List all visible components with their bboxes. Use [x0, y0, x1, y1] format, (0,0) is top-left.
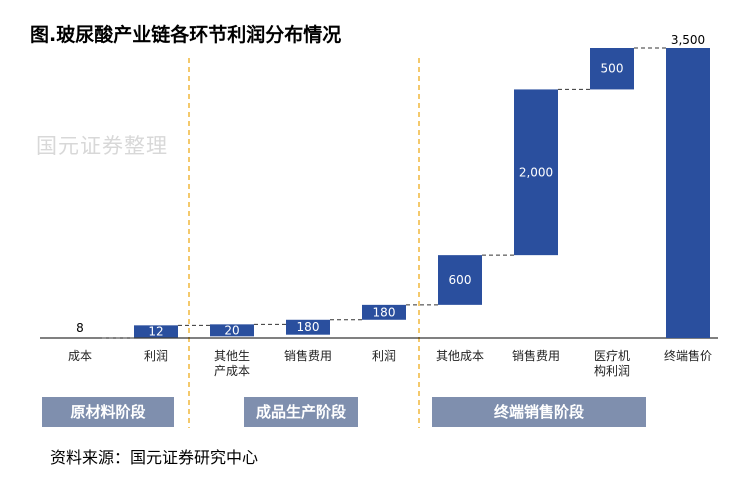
stage-label-retail: 终端销售阶段	[432, 397, 646, 427]
waterfall-bar	[286, 319, 330, 335]
category-label: 销售费用	[511, 349, 560, 363]
category-label: 利润	[143, 349, 168, 363]
source-note: 资料来源：国元证券研究中心	[50, 448, 259, 467]
waterfall-bar	[590, 48, 634, 90]
waterfall-bar	[134, 325, 178, 338]
data-label: 180	[373, 305, 396, 319]
category-label: 销售费用	[283, 349, 332, 363]
data-label: 20	[224, 323, 239, 337]
category-label: 终端售价	[663, 349, 712, 363]
category-label: 成本	[67, 349, 92, 363]
data-label: 12	[148, 324, 163, 338]
stage-label-production: 成品生产阶段	[244, 397, 358, 427]
waterfall-bar	[666, 48, 710, 338]
watermark-text: 国元证券整理	[36, 134, 168, 158]
category-label: 医疗机 构利润	[593, 349, 630, 378]
data-label: 3,500	[671, 33, 705, 47]
data-label: 600	[449, 273, 472, 287]
data-label: 2,000	[519, 165, 553, 179]
data-label: 8	[76, 321, 84, 335]
waterfall-bar	[438, 255, 482, 305]
chart-title: 图.玻尿酸产业链各环节利润分布情况	[30, 24, 342, 46]
data-label: 180	[297, 320, 320, 334]
waterfall-bar	[210, 324, 254, 337]
stage-label-raw-material: 原材料阶段	[42, 397, 174, 427]
data-label: 500	[601, 62, 624, 76]
waterfall-bar	[514, 89, 558, 256]
category-label: 其他生 产成本	[213, 349, 250, 378]
category-label: 利润	[371, 349, 396, 363]
waterfall-bar	[362, 304, 406, 320]
category-label: 其他成本	[435, 349, 484, 363]
